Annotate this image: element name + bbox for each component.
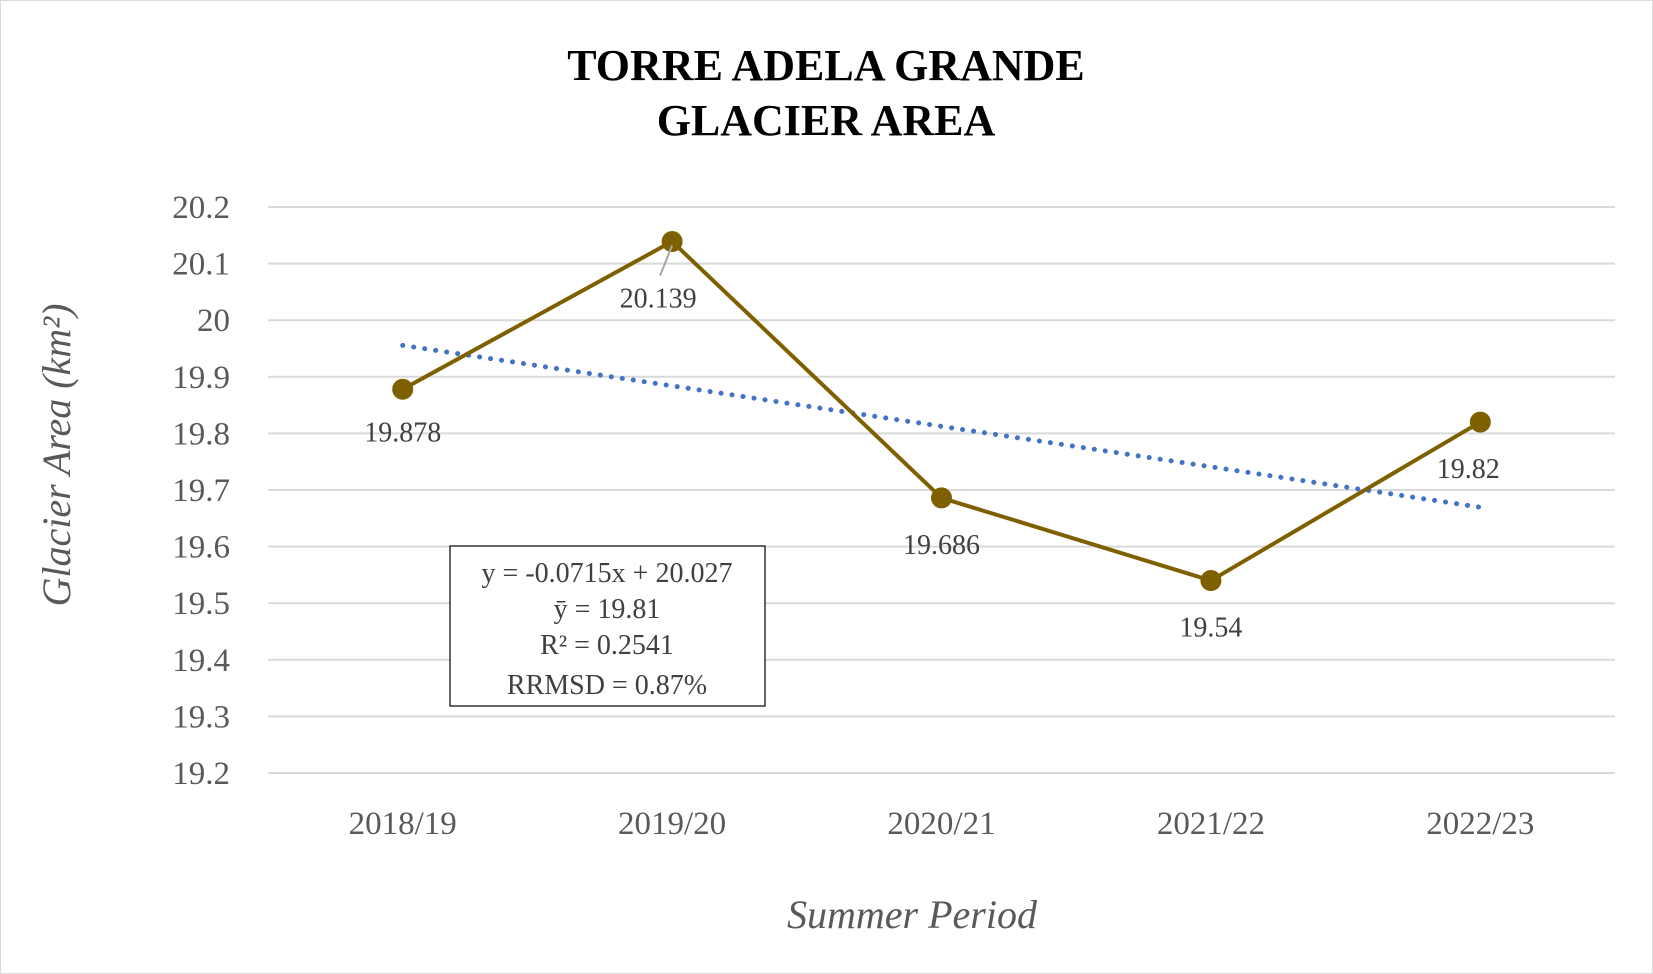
stats-mean: ȳ = 19.81: [554, 594, 661, 625]
y-tick-label: 19.3: [172, 699, 230, 735]
x-axis-title: Summer Period: [787, 892, 1038, 937]
y-tick-label: 19.6: [172, 530, 230, 566]
trendline: [400, 342, 1483, 510]
y-tick-label: 19.2: [172, 756, 230, 792]
chart-title-line-1: TORRE ADELA GRANDE: [567, 41, 1085, 90]
x-tick-label: 2019/20: [618, 806, 726, 842]
data-point: [1200, 570, 1222, 592]
y-tick-label: 19.8: [172, 416, 230, 452]
data-label: 19.54: [1179, 613, 1242, 644]
data-label: 19.686: [903, 530, 980, 561]
data-labels: 19.878 20.139 19.686 19.54 19.82: [364, 245, 1500, 644]
stats-r-squared: R² = 0.2541: [540, 630, 674, 661]
stats-box-border: [449, 545, 766, 707]
regression-stats-box: y = -0.0715x + 20.027 ȳ = 19.81 R² = 0.2…: [449, 545, 766, 707]
x-tick-label: 2018/19: [349, 806, 457, 842]
data-label-leader-line: [659, 245, 674, 276]
y-tick-label: 19.4: [172, 643, 230, 679]
y-tick-label: 20.1: [172, 247, 230, 283]
stats-equation: y = -0.0715x + 20.027: [482, 558, 733, 589]
x-tick-label: 2021/22: [1157, 806, 1265, 842]
y-tick-label: 19.5: [172, 586, 230, 622]
data-point: [1469, 411, 1491, 433]
y-tick-label: 20.2: [172, 190, 230, 226]
stats-rrmsd: RRMSD = 0.87%: [507, 670, 707, 701]
y-axis-title: Glacier Area (km²): [34, 303, 79, 606]
chart-title-line-2: GLACIER AREA: [657, 96, 996, 145]
data-label: 20.139: [620, 284, 697, 315]
x-tick-label: 2020/21: [887, 806, 995, 842]
data-label: 19.82: [1437, 454, 1500, 485]
y-tick-label: 19.9: [172, 360, 230, 396]
y-tick-labels: 20.2 20.1 20 19.9 19.8 19.7 19.6 19.5 19.4 19.3 19…: [172, 190, 230, 792]
y-tick-label: 19.7: [172, 473, 230, 509]
x-tick-labels: 2018/19 2019/20 2020/21 2021/22 2022/23: [349, 806, 1535, 842]
x-tick-label: 2022/23: [1426, 806, 1534, 842]
trendline-group: [400, 342, 1483, 510]
y-tick-label: 20: [197, 303, 230, 339]
data-label: 19.878: [364, 417, 441, 448]
series-group: [392, 231, 1491, 592]
data-point: [931, 487, 952, 509]
data-point: [661, 231, 683, 253]
data-point: [392, 378, 414, 400]
